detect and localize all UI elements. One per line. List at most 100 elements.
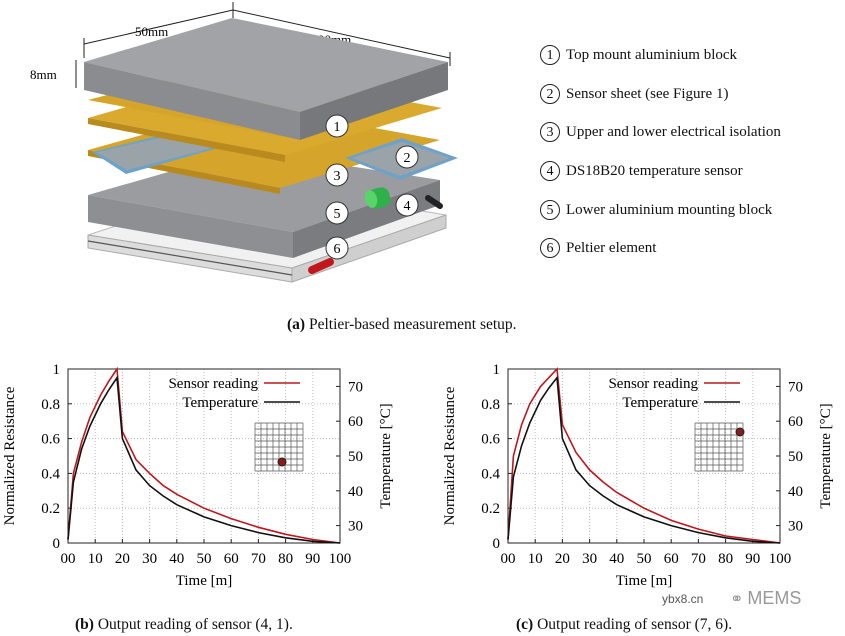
svg-text:5: 5 <box>334 207 341 222</box>
y2-tick-label: 60 <box>788 414 803 430</box>
y2-tick-label: 50 <box>348 449 363 465</box>
legend-number: 2 <box>540 84 560 104</box>
y2-tick-label: 40 <box>348 484 363 500</box>
y-tick-label: 0.8 <box>41 397 60 413</box>
callout-5: 5 <box>325 201 349 225</box>
watermark-site: ybx8.cn <box>662 592 704 606</box>
x-tick-label: 60 <box>664 551 679 567</box>
callout-2: 2 <box>395 145 419 169</box>
watermark-brand: MEMS <box>747 588 802 608</box>
caption-c-text: Output reading of sensor (7, 6). <box>537 616 733 633</box>
legend-text: Top mount aluminium block <box>566 46 738 63</box>
y2-tick-label: 60 <box>348 414 363 430</box>
x-axis-label: Time [m] <box>616 573 673 589</box>
caption-b-label: (b) <box>75 616 94 633</box>
x-tick-label: 30 <box>582 551 597 567</box>
y2-tick-label: 30 <box>348 519 363 535</box>
chart-c: 00 10 20 30 40 50 60 70 80 90 100 0 0.2 0.4 0.6 0.8 1 30 4… <box>442 362 834 589</box>
caption-b-text: Output reading of sensor (4, 1). <box>97 616 293 633</box>
x-tick-label: 100 <box>769 551 792 567</box>
x-tick-label: 40 <box>169 551 184 567</box>
y-tick-label: 0.8 <box>481 397 500 413</box>
y2-tick-label: 50 <box>788 449 803 465</box>
x-tick-label: 80 <box>718 551 733 567</box>
watermark-brand-group: ⚭ MEMS <box>730 588 801 609</box>
svg-text:6: 6 <box>334 242 341 257</box>
svg-text:4: 4 <box>404 199 411 214</box>
legend-label: Temperature <box>622 395 698 411</box>
caption-a-label: (a) <box>287 316 306 333</box>
caption-a-text: Peltier-based measurement setup. <box>308 316 517 333</box>
x-tick-label: 10 <box>88 551 103 567</box>
black-wire <box>425 195 443 209</box>
legend-text: Peltier element <box>566 239 657 256</box>
svg-text:3: 3 <box>334 169 341 184</box>
legend-item-4: 4 DS18B20 temperature sensor <box>540 161 743 181</box>
x-tick-label: 90 <box>745 551 760 567</box>
dimension-lines <box>75 2 451 88</box>
y2-tick-label: 70 <box>348 379 363 395</box>
x-tick-label: 70 <box>251 551 266 567</box>
legend-item-5: 5 Lower aluminium mounting block <box>540 200 772 220</box>
legend-label: Temperature <box>182 395 258 411</box>
x-tick-label: 90 <box>305 551 320 567</box>
series-temperature <box>507 375 781 544</box>
y-tick-label: 0.4 <box>481 466 500 482</box>
callout-1: 1 <box>325 114 349 138</box>
y-axis-label: Normalized Resistance <box>442 386 458 525</box>
x-tick-label: 50 <box>637 551 652 567</box>
x-tick-label: 00 <box>501 551 516 567</box>
legend-label: Sensor reading <box>608 376 698 392</box>
x-tick-label: 60 <box>224 551 239 567</box>
legend-item-6: 6 Peltier element <box>540 238 656 258</box>
inset-sensor-marker <box>277 457 287 467</box>
dim-height-label: 8mm <box>30 67 57 82</box>
y-axis-label: Normalized Resistance <box>2 386 18 525</box>
legend-number: 6 <box>540 238 560 258</box>
y2-axis-label: Temperature [°C] <box>818 403 834 508</box>
legend-text: Lower aluminium mounting block <box>566 201 773 218</box>
y2-axis-label: Temperature [°C] <box>378 403 394 508</box>
caption-a: (a) Peltier-based measurement setup. <box>287 316 517 334</box>
x-tick-label: 70 <box>691 551 706 567</box>
red-wire <box>308 258 334 274</box>
y2-tick-label: 30 <box>788 519 803 535</box>
x-tick-label: 30 <box>142 551 157 567</box>
legend-number: 5 <box>540 200 560 220</box>
dim-width-label: 50mm <box>135 24 168 39</box>
y-tick-label: 0.4 <box>41 466 60 482</box>
y-tick-label: 0 <box>493 536 501 552</box>
callout-6: 6 <box>325 236 349 260</box>
legend-number: 3 <box>540 122 560 142</box>
svg-text:1: 1 <box>334 120 341 135</box>
sensor-grid-inset <box>254 422 304 472</box>
setup-diagram: 50mm 90mm 8mm 1 <box>30 2 458 283</box>
chart-b: 00 10 20 30 40 50 60 70 80 90 100 0 0.2 0.4 0.6 0.8 1 30 4… <box>2 362 394 589</box>
legend-text: Upper and lower electrical isolation <box>566 123 781 140</box>
y-tick-label: 0.2 <box>481 501 500 517</box>
y-tick-label: 0.6 <box>481 432 500 448</box>
x-tick-label: 100 <box>329 551 352 567</box>
x-tick-label: 20 <box>115 551 130 567</box>
x-axis-label: Time [m] <box>176 573 233 589</box>
y-tick-label: 1 <box>53 362 61 378</box>
y-tick-label: 1 <box>493 362 501 378</box>
x-tick-label: 10 <box>528 551 543 567</box>
x-tick-label: 20 <box>555 551 570 567</box>
legend-item-2: 2 Sensor sheet (see Figure 1) <box>540 84 728 104</box>
legend-number: 4 <box>540 161 560 181</box>
legend-number: 1 <box>540 45 560 65</box>
y2-tick-label: 40 <box>788 484 803 500</box>
callout-3: 3 <box>325 163 349 187</box>
y-tick-label: 0 <box>53 536 61 552</box>
series-sensor-reading <box>67 366 341 544</box>
series-sensor-reading <box>507 367 781 544</box>
svg-text:2: 2 <box>404 151 411 166</box>
callout-4: 4 <box>395 193 419 217</box>
ds18b20-sensor <box>364 187 391 209</box>
x-tick-label: 40 <box>609 551 624 567</box>
inset-sensor-marker <box>735 427 745 437</box>
x-tick-label: 00 <box>61 551 76 567</box>
series-temperature <box>67 375 341 544</box>
x-tick-label: 50 <box>197 551 212 567</box>
